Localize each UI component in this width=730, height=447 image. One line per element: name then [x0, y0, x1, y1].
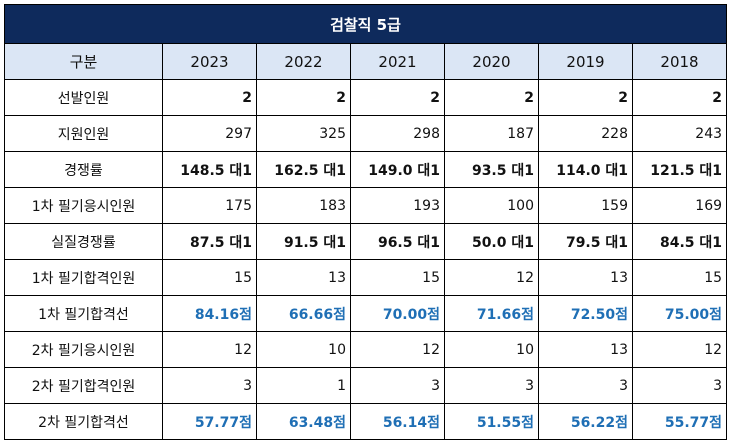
- value-cell: 3: [631, 367, 728, 404]
- table-row: 2차 필기합격선 57.77점 63.48점 56.14점 51.55점 56.22점 55…: [4, 403, 728, 440]
- row-label: 선발인원: [4, 79, 163, 116]
- value-cell: 51.55점: [444, 403, 539, 440]
- value-cell: 148.5 대1: [162, 151, 257, 188]
- value-cell: 3: [162, 367, 257, 404]
- table-row: 2차 필기응시인원 12 10 12 10 13 12: [4, 331, 728, 368]
- value-cell: 79.5 대1: [538, 223, 633, 260]
- table-row: 1차 필기합격인원 15 13 15 12 13 15: [4, 259, 728, 296]
- stats-table-container: 검찰직 5급 구분 2023 2022 2021 2020 2019 2018 …: [3, 4, 728, 440]
- value-cell: 3: [350, 367, 445, 404]
- value-cell: 91.5 대1: [256, 223, 351, 260]
- value-cell: 297: [162, 115, 257, 152]
- value-cell: 3: [538, 367, 633, 404]
- table-row: 2차 필기합격인원 3 1 3 3 3 3: [4, 367, 728, 404]
- row-label: 2차 필기합격인원: [4, 367, 163, 404]
- row-label: 실질경쟁률: [4, 223, 163, 260]
- value-cell: 2: [631, 79, 728, 116]
- row-label: 경쟁률: [4, 151, 163, 188]
- table-body: 선발인원 2 2 2 2 2 2 지원인원 297 325 298 187 228 243 경쟁률 148.5…: [4, 79, 728, 440]
- value-cell: 114.0 대1: [538, 151, 633, 188]
- value-cell: 149.0 대1: [350, 151, 445, 188]
- table-title: 검찰직 5급: [3, 4, 728, 44]
- value-cell: 325: [256, 115, 351, 152]
- row-label: 1차 필기합격인원: [4, 259, 163, 296]
- value-cell: 15: [162, 259, 257, 296]
- value-cell: 12: [444, 259, 539, 296]
- table-row: 선발인원 2 2 2 2 2 2: [4, 79, 728, 116]
- value-cell: 56.14점: [350, 403, 445, 440]
- value-cell: 84.16점: [162, 295, 257, 332]
- value-cell: 175: [162, 187, 257, 224]
- value-cell: 159: [538, 187, 633, 224]
- value-cell: 13: [538, 331, 633, 368]
- value-cell: 12: [350, 331, 445, 368]
- value-cell: 100: [444, 187, 539, 224]
- value-cell: 298: [350, 115, 445, 152]
- value-cell: 2: [350, 79, 445, 116]
- value-cell: 13: [538, 259, 633, 296]
- value-cell: 183: [256, 187, 351, 224]
- value-cell: 12: [631, 331, 728, 368]
- value-cell: 169: [631, 187, 728, 224]
- value-cell: 10: [256, 331, 351, 368]
- value-cell: 55.77점: [631, 403, 728, 440]
- value-cell: 193: [350, 187, 445, 224]
- value-cell: 15: [350, 259, 445, 296]
- value-cell: 50.0 대1: [444, 223, 539, 260]
- value-cell: 93.5 대1: [444, 151, 539, 188]
- value-cell: 84.5 대1: [631, 223, 728, 260]
- row-label: 1차 필기응시인원: [4, 187, 163, 224]
- value-cell: 13: [256, 259, 351, 296]
- value-cell: 243: [631, 115, 728, 152]
- value-cell: 3: [444, 367, 539, 404]
- row-label: 2차 필기합격선: [4, 403, 163, 440]
- table-row: 경쟁률 148.5 대1 162.5 대1 149.0 대1 93.5 대1 114.0 …: [4, 151, 728, 188]
- header-cell: 2023: [162, 43, 257, 80]
- value-cell: 162.5 대1: [256, 151, 351, 188]
- header-cell: 2022: [256, 43, 351, 80]
- value-cell: 70.00점: [350, 295, 445, 332]
- value-cell: 56.22점: [538, 403, 633, 440]
- header-cell: 2019: [538, 43, 633, 80]
- value-cell: 66.66점: [256, 295, 351, 332]
- row-label: 1차 필기합격선: [4, 295, 163, 332]
- value-cell: 12: [162, 331, 257, 368]
- value-cell: 2: [444, 79, 539, 116]
- value-cell: 75.00점: [631, 295, 728, 332]
- header-cell: 구분: [4, 43, 163, 80]
- value-cell: 96.5 대1: [350, 223, 445, 260]
- value-cell: 228: [538, 115, 633, 152]
- table-row: 1차 필기응시인원 175 183 193 100 159 169: [4, 187, 728, 224]
- value-cell: 10: [444, 331, 539, 368]
- value-cell: 57.77점: [162, 403, 257, 440]
- value-cell: 2: [162, 79, 257, 116]
- title-row: 검찰직 5급: [3, 4, 728, 44]
- value-cell: 63.48점: [256, 403, 351, 440]
- value-cell: 71.66점: [444, 295, 539, 332]
- table-row: 실질경쟁률 87.5 대1 91.5 대1 96.5 대1 50.0 대1 79.5 대1…: [4, 223, 728, 260]
- row-label: 지원인원: [4, 115, 163, 152]
- value-cell: 2: [538, 79, 633, 116]
- header-cell: 2020: [444, 43, 539, 80]
- table-row: 지원인원 297 325 298 187 228 243: [4, 115, 728, 152]
- header-cell: 2021: [350, 43, 445, 80]
- table-row: 1차 필기합격선 84.16점 66.66점 70.00점 71.66점 72.50점 75…: [4, 295, 728, 332]
- value-cell: 1: [256, 367, 351, 404]
- value-cell: 72.50점: [538, 295, 633, 332]
- header-cell: 2018: [631, 43, 728, 80]
- stats-table: 검찰직 5급 구분 2023 2022 2021 2020 2019 2018 …: [3, 4, 728, 440]
- header-row: 구분 2023 2022 2021 2020 2019 2018: [4, 43, 728, 80]
- value-cell: 121.5 대1: [631, 151, 728, 188]
- value-cell: 15: [631, 259, 728, 296]
- value-cell: 187: [444, 115, 539, 152]
- value-cell: 2: [256, 79, 351, 116]
- row-label: 2차 필기응시인원: [4, 331, 163, 368]
- value-cell: 87.5 대1: [162, 223, 257, 260]
